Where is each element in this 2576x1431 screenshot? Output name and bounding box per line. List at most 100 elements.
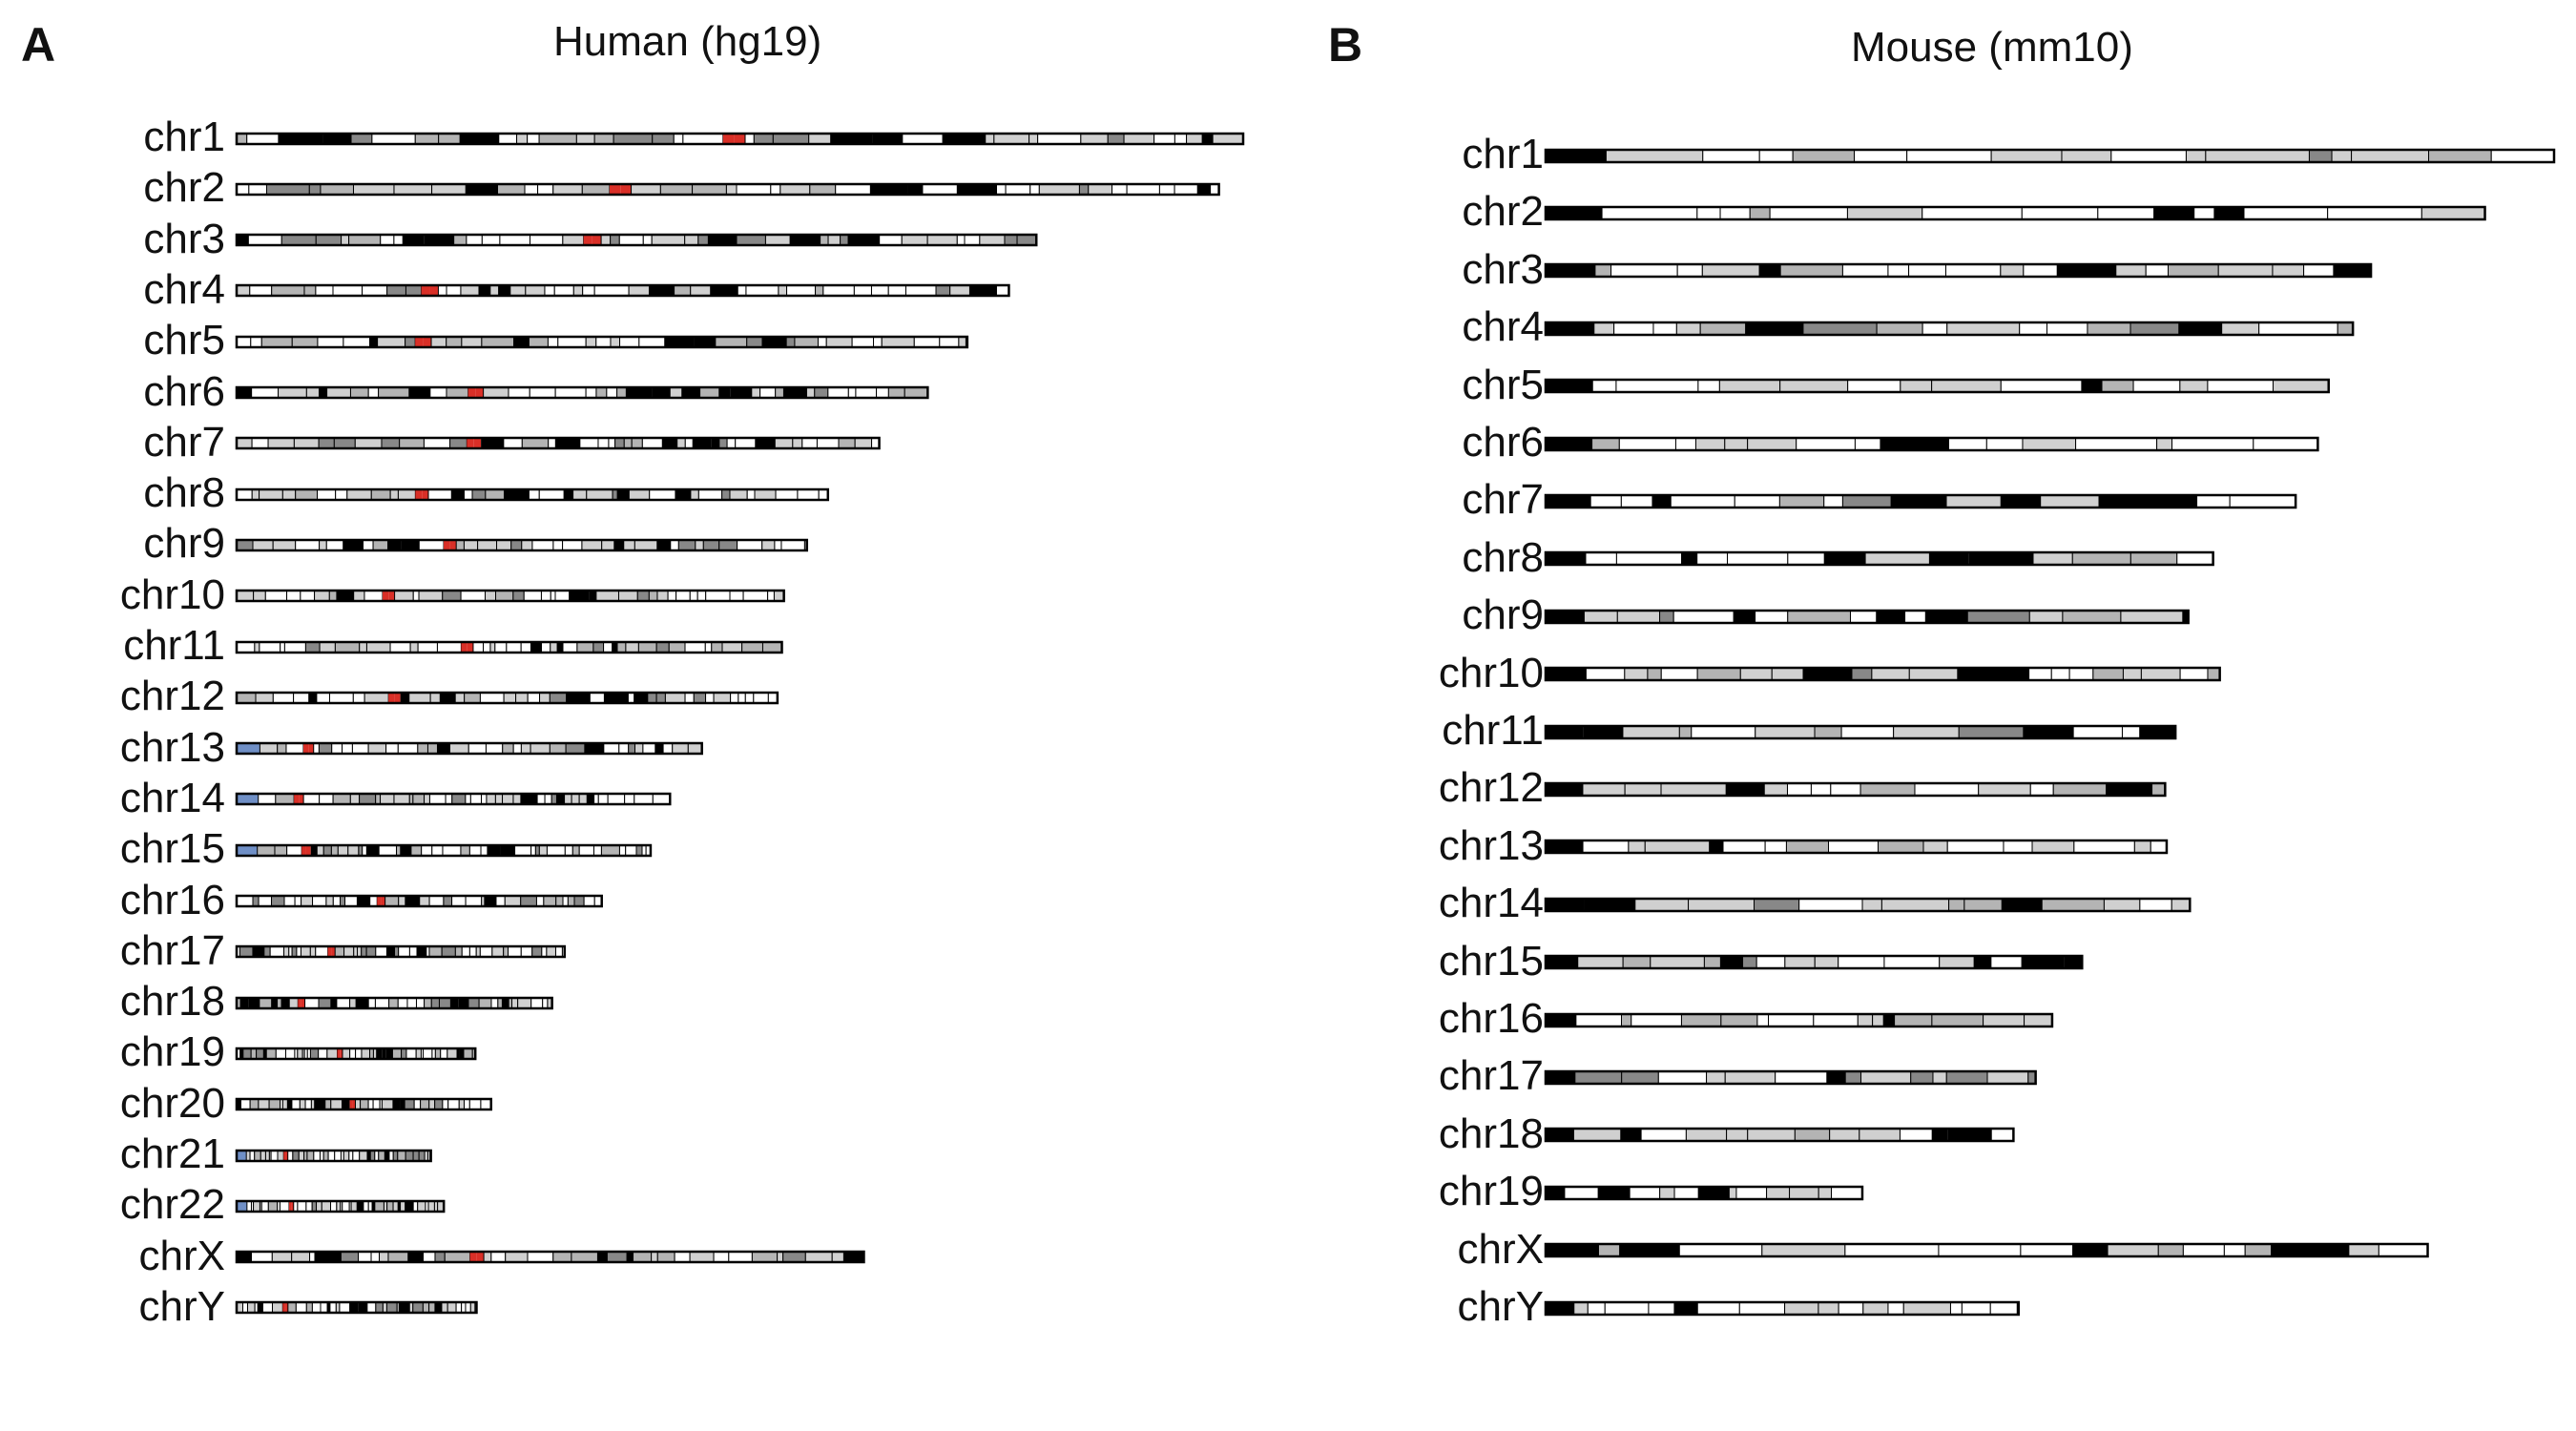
band-stalk xyxy=(237,1200,247,1212)
chromosome-outline xyxy=(235,1149,432,1162)
band-gpos50 xyxy=(1699,321,1747,336)
chromosome-outline xyxy=(235,182,1220,197)
band-gpos75 xyxy=(405,1150,414,1161)
band-gneg xyxy=(514,844,532,857)
band-gneg xyxy=(508,945,522,958)
band-gpos100 xyxy=(1891,494,1947,508)
band-gneg xyxy=(317,488,337,501)
band-gpos50 xyxy=(349,386,369,399)
band-acen xyxy=(285,1150,288,1161)
band-gpos100 xyxy=(322,133,352,144)
band-gneg xyxy=(583,895,595,907)
band-gneg xyxy=(342,742,353,755)
band-gneg xyxy=(745,284,779,297)
band-gpos25 xyxy=(236,437,253,449)
band-gneg xyxy=(726,437,737,449)
band-gneg xyxy=(250,336,262,348)
band-gneg xyxy=(649,488,676,501)
band-gpos25 xyxy=(1724,437,1749,450)
band-gneg xyxy=(557,336,587,348)
band-gneg xyxy=(675,590,691,602)
band-gpos50 xyxy=(271,284,305,297)
band-gpos100 xyxy=(398,1200,401,1212)
chromosome-label: chr19 xyxy=(119,1028,225,1076)
band-gneg xyxy=(528,488,540,501)
band-gneg xyxy=(305,1200,313,1213)
band-gpos50 xyxy=(414,133,440,144)
chromosome-label: chr9 xyxy=(1462,591,1544,639)
band-gpos25 xyxy=(1628,840,1646,854)
band-gpos75 xyxy=(392,1150,399,1161)
band-acen xyxy=(415,488,423,500)
band-gpos75 xyxy=(280,234,317,246)
band-gpos100 xyxy=(612,641,617,653)
band-gneg xyxy=(275,1047,286,1060)
band-gpos75 xyxy=(753,133,774,144)
band-gpos100 xyxy=(343,539,364,550)
band-gpos25 xyxy=(2032,551,2073,566)
band-gneg xyxy=(1158,183,1175,196)
band-gpos100 xyxy=(520,794,538,805)
band-gpos25 xyxy=(778,284,788,297)
band-gpos25 xyxy=(353,945,358,958)
band-gpos25 xyxy=(2022,437,2077,450)
band-gpos75 xyxy=(263,945,271,958)
band-gpos25 xyxy=(253,1200,260,1213)
band-gpos25 xyxy=(792,437,803,449)
band-gpos75 xyxy=(772,133,810,144)
band-gneg xyxy=(1904,610,1926,624)
band-gneg xyxy=(1841,263,1889,278)
band-gpos75 xyxy=(304,641,321,653)
band-gneg xyxy=(398,945,410,958)
chromosome-label: chrX xyxy=(1457,1225,1544,1273)
band-gneg xyxy=(1111,183,1128,196)
chromosome-ideogram xyxy=(1544,1012,2054,1027)
band-gpos75 xyxy=(592,641,605,653)
band-gneg xyxy=(1938,1243,2022,1257)
band-gneg xyxy=(285,742,304,755)
band-gneg xyxy=(429,386,447,399)
band-gpos100 xyxy=(280,997,290,1008)
band-gpos50 xyxy=(1877,840,1924,854)
band-gpos75 xyxy=(635,844,643,857)
band-acen xyxy=(444,539,450,550)
band-gpos100 xyxy=(1546,840,1584,854)
band-gpos50 xyxy=(370,488,391,501)
band-gneg xyxy=(331,742,343,755)
band-gpos50 xyxy=(1931,1013,1984,1027)
band-gneg xyxy=(236,488,253,501)
band-gpos25 xyxy=(271,1251,293,1263)
band-stalk xyxy=(237,1150,247,1161)
band-gpos100 xyxy=(513,336,530,347)
band-gneg xyxy=(412,1200,419,1213)
band-gpos50 xyxy=(334,945,345,958)
band-gpos25 xyxy=(2061,149,2112,162)
band-gpos75 xyxy=(375,1301,384,1314)
band-gneg xyxy=(2021,206,2099,220)
band-gneg xyxy=(351,742,369,755)
band-gpos25 xyxy=(1706,1070,1726,1085)
band-gpos75 xyxy=(814,386,829,399)
band-gpos50 xyxy=(2071,551,2131,566)
band-gpos50 xyxy=(378,1150,385,1161)
band-gneg xyxy=(503,437,523,449)
band-gneg xyxy=(254,1301,259,1314)
chromosome-label: chr8 xyxy=(143,469,225,517)
band-gneg xyxy=(358,1251,372,1263)
chromosome-label: chr14 xyxy=(119,775,225,822)
chromosome-label: chr4 xyxy=(1462,303,1544,351)
band-gpos50 xyxy=(2244,1243,2273,1257)
band-gpos50 xyxy=(838,437,856,449)
band-gpos100 xyxy=(634,692,648,703)
band-gneg xyxy=(469,793,483,805)
band-acen xyxy=(282,1302,286,1314)
band-gpos100 xyxy=(1546,725,1584,738)
band-gneg xyxy=(405,1047,417,1060)
chromosome-outline xyxy=(1544,1012,2054,1027)
band-gneg xyxy=(2072,725,2123,738)
band-gneg xyxy=(1990,955,2023,969)
band-gneg xyxy=(705,590,731,602)
band-gneg xyxy=(786,284,817,297)
band-gneg xyxy=(1949,1301,1963,1315)
band-gpos25 xyxy=(353,590,365,602)
